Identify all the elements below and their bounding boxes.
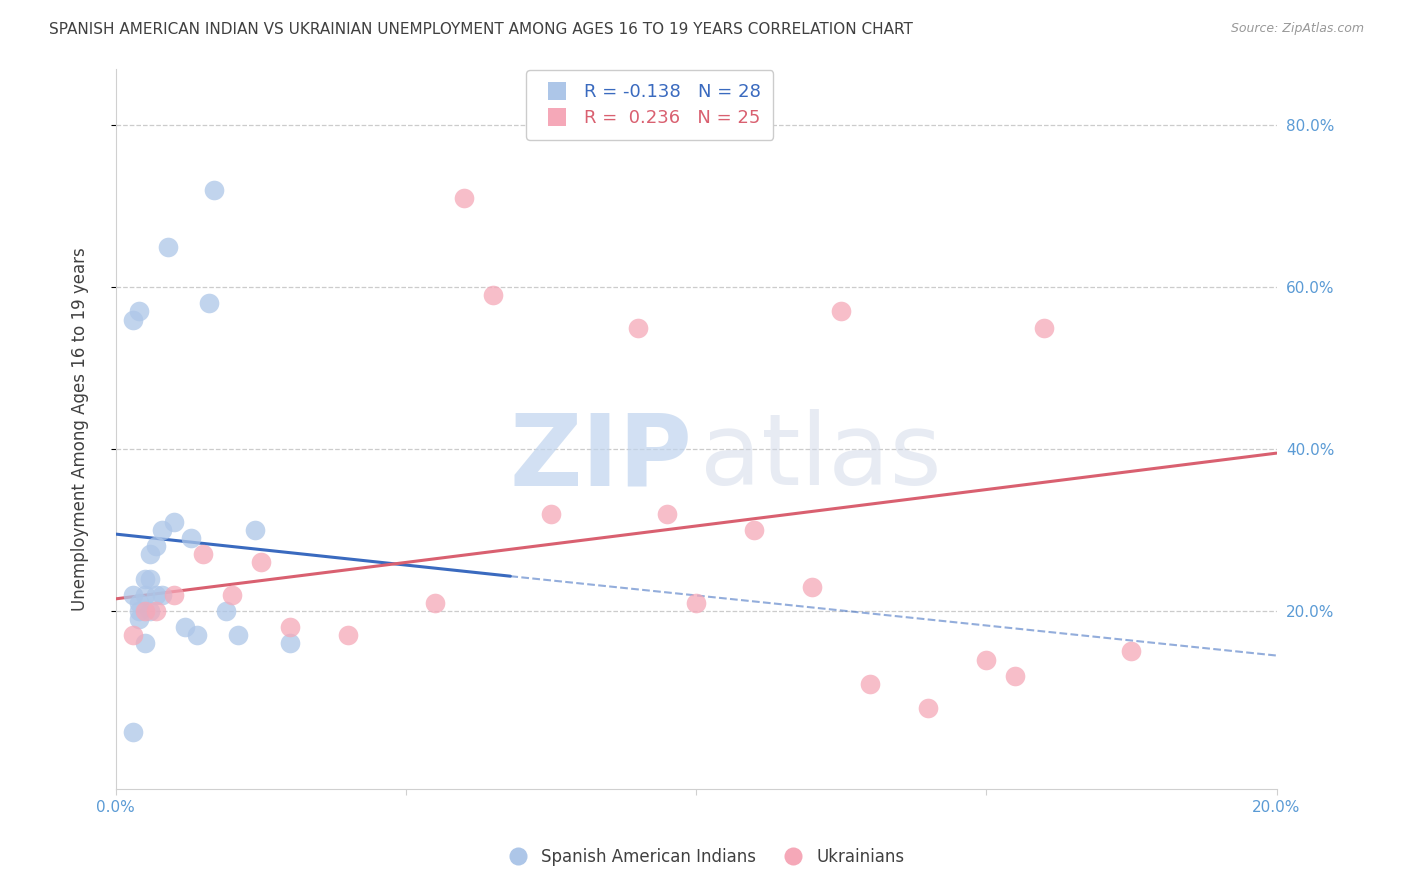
Point xyxy=(655,507,678,521)
Point xyxy=(278,620,301,634)
Point xyxy=(150,588,173,602)
Point xyxy=(191,547,214,561)
Point xyxy=(1004,669,1026,683)
Point xyxy=(917,701,939,715)
Point xyxy=(197,296,219,310)
Text: ZIP: ZIP xyxy=(510,409,693,506)
Point xyxy=(122,628,145,642)
Point xyxy=(150,523,173,537)
Point xyxy=(976,652,998,666)
Point xyxy=(128,596,150,610)
Point xyxy=(202,183,225,197)
Point xyxy=(482,288,505,302)
Point xyxy=(174,620,197,634)
Point xyxy=(278,636,301,650)
Point xyxy=(156,240,179,254)
Legend: Spanish American Indians, Ukrainians: Spanish American Indians, Ukrainians xyxy=(495,842,911,873)
Point xyxy=(145,588,167,602)
Text: atlas: atlas xyxy=(700,409,941,506)
Point xyxy=(226,628,249,642)
Point xyxy=(685,596,707,610)
Point xyxy=(742,523,765,537)
Point xyxy=(145,604,167,618)
Point xyxy=(134,588,156,602)
Point xyxy=(215,604,238,618)
Point xyxy=(1121,644,1143,658)
Point xyxy=(134,636,156,650)
Point xyxy=(859,677,882,691)
Point xyxy=(122,312,145,326)
Point xyxy=(122,588,145,602)
Point xyxy=(163,515,186,529)
Point xyxy=(139,604,162,618)
Point xyxy=(243,523,266,537)
Point xyxy=(453,191,475,205)
Point xyxy=(830,304,852,318)
Point xyxy=(336,628,359,642)
Y-axis label: Unemployment Among Ages 16 to 19 years: Unemployment Among Ages 16 to 19 years xyxy=(72,247,89,611)
Point xyxy=(423,596,446,610)
Point xyxy=(1033,320,1056,334)
Point xyxy=(186,628,208,642)
Point xyxy=(139,547,162,561)
Point xyxy=(540,507,562,521)
Point xyxy=(134,572,156,586)
Legend: R = -0.138   N = 28, R =  0.236   N = 25: R = -0.138 N = 28, R = 0.236 N = 25 xyxy=(526,70,773,140)
Point xyxy=(139,572,162,586)
Point xyxy=(134,604,156,618)
Point xyxy=(221,588,243,602)
Point xyxy=(180,531,202,545)
Point xyxy=(801,580,824,594)
Text: SPANISH AMERICAN INDIAN VS UKRAINIAN UNEMPLOYMENT AMONG AGES 16 TO 19 YEARS CORR: SPANISH AMERICAN INDIAN VS UKRAINIAN UNE… xyxy=(49,22,912,37)
Point xyxy=(249,556,271,570)
Point xyxy=(627,320,650,334)
Point xyxy=(145,539,167,553)
Point xyxy=(122,725,145,739)
Point xyxy=(128,304,150,318)
Point xyxy=(128,612,150,626)
Point xyxy=(128,604,150,618)
Point xyxy=(163,588,186,602)
Text: Source: ZipAtlas.com: Source: ZipAtlas.com xyxy=(1230,22,1364,36)
